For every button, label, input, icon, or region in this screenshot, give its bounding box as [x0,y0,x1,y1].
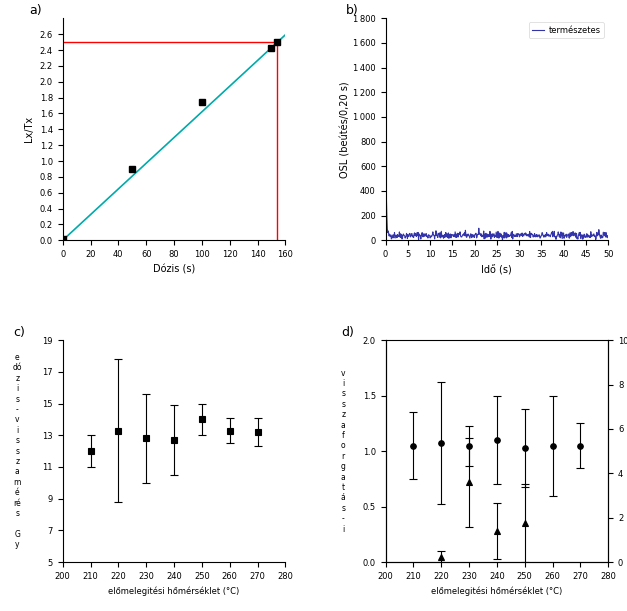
Line: természetes: természetes [386,62,608,240]
X-axis label: előmelegitési hőmérséklet (°C): előmelegitési hőmérséklet (°C) [108,587,240,596]
Text: d): d) [341,326,354,338]
Y-axis label: v
i
s
s
z
a
f
o
r
g
a
t
á
s
-
i: v i s s z a f o r g a t á s - i [341,368,345,533]
Text: c): c) [14,326,26,338]
X-axis label: Dózis (s): Dózis (s) [153,265,195,274]
természetes [515,230,522,238]
természetes [498,236,506,244]
Y-axis label: OSL (beútés/0,20 s): OSL (beútés/0,20 s) [340,81,350,178]
Text: a): a) [29,4,42,17]
X-axis label: előmelegitési hőmérséklet (°C): előmelegitési hőmérséklet (°C) [431,587,562,596]
természetes [382,58,389,65]
X-axis label: Idő (s): Idő (s) [482,265,512,275]
természetes [503,235,510,242]
Y-axis label: Lx/Tx: Lx/Tx [24,116,34,142]
természetes [488,232,495,239]
Y-axis label: e
dó
z
i
s
-
v
i
s
s
z
a
m
é
ré
s

G
y: e dó z i s - v i s s z a m é ré s G y [13,353,22,549]
Legend: természetes: természetes [529,23,604,38]
természetes [565,230,572,238]
természetes [604,234,612,241]
Text: b): b) [345,4,358,17]
természetes [599,229,607,236]
természetes [489,233,497,241]
